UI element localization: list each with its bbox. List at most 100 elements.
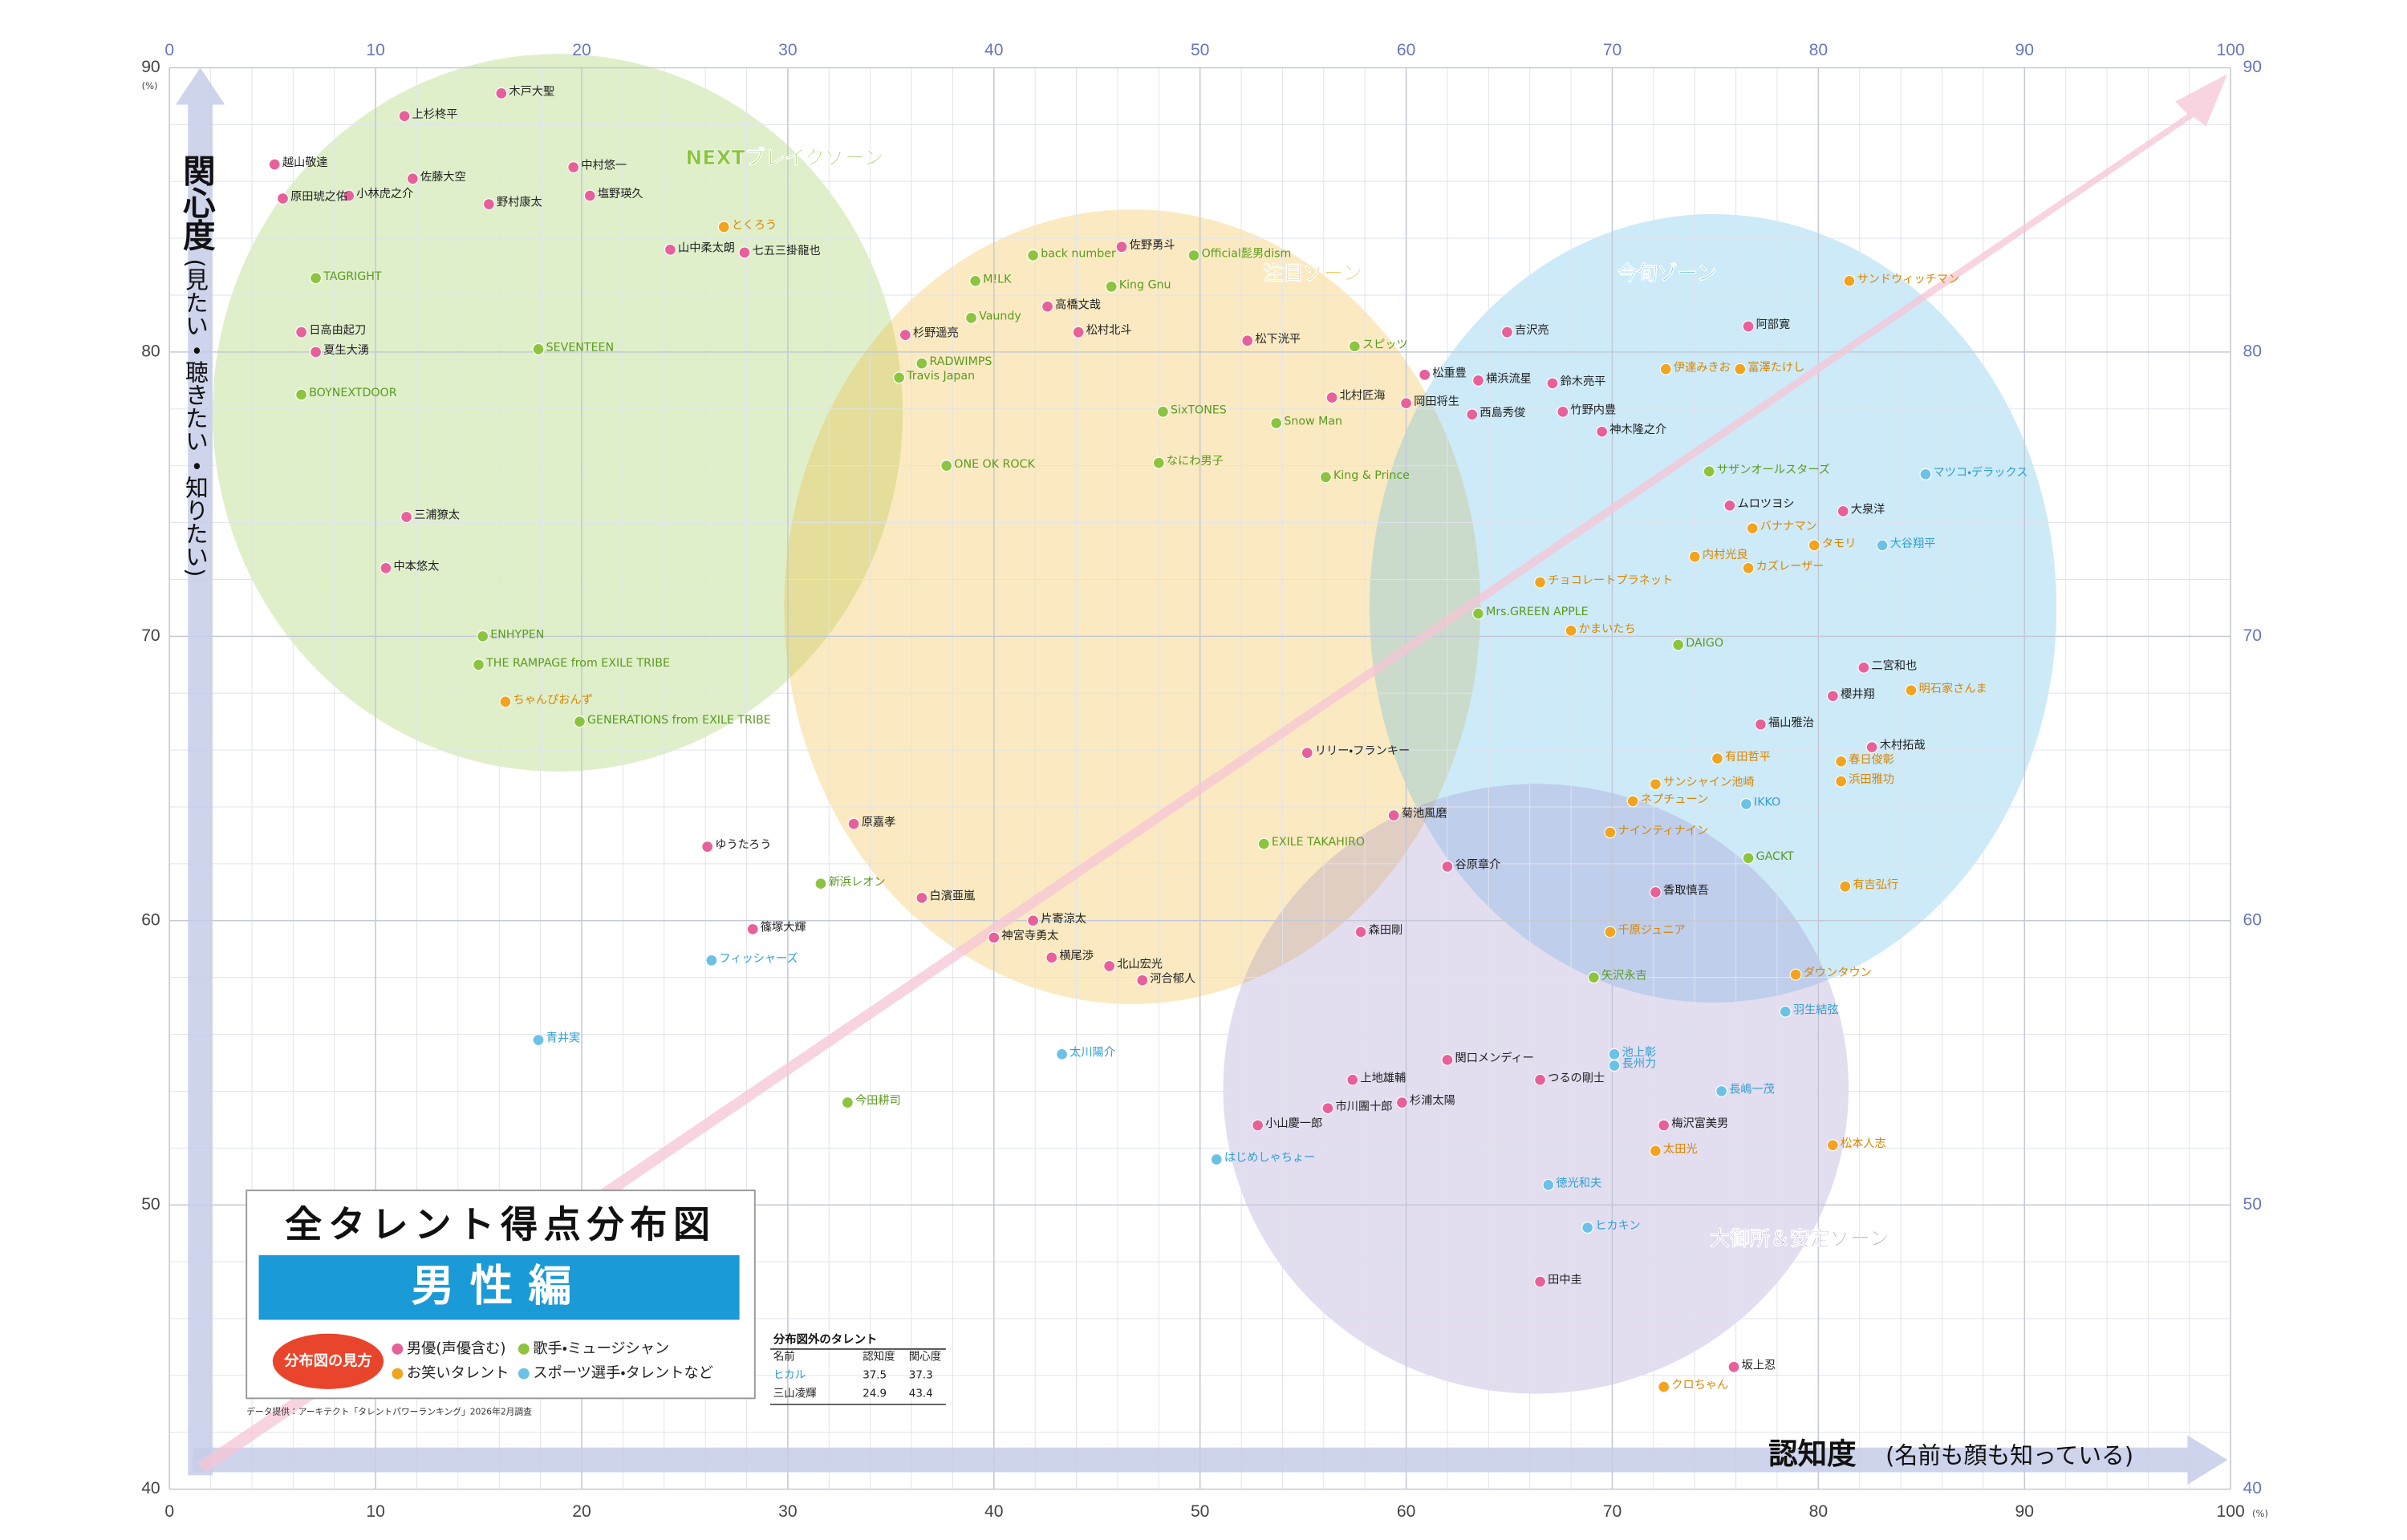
legend-heading-bg [272,1333,384,1389]
point-label: リリー・フランキー [1315,745,1410,758]
point [1466,408,1479,421]
point-label: 太川陽介 [1070,1046,1115,1059]
point-label: IKKO [1754,796,1780,809]
point-label: 松下洸平 [1255,333,1301,346]
point-label: SixTONES [1171,403,1227,416]
point-label: 浜田雅功 [1849,773,1894,786]
point-label: 阿部寛 [1756,318,1791,331]
point [1739,797,1752,810]
point [915,891,928,904]
point [1754,718,1767,731]
point-label: 杉野遥亮 [913,326,959,340]
point [1115,241,1128,253]
x-tick-label: 20 [572,1502,591,1521]
point-label: なにわ男子 [1167,455,1224,468]
x-tick-label: 0 [164,1502,174,1521]
y-tick-label-right: 50 [2243,1195,2262,1214]
point [1857,661,1870,674]
point-label: 長州力 [1622,1058,1657,1071]
point [1658,1119,1670,1132]
point [1441,1053,1454,1066]
point [988,931,1001,944]
point [532,342,545,355]
y-unit: (%) [142,80,158,91]
diagonal-arrow [197,74,2228,1473]
point-label: ENHYPEN [490,628,544,641]
x-axis-title: 認知度 [1768,1437,1857,1471]
point-label: 木村拓哉 [1880,740,1926,752]
zone-label: 大御所＆安定ゾーン [1710,1227,1889,1250]
point-label: 松本人志 [1841,1137,1886,1150]
point [1587,971,1600,984]
point [1321,1102,1334,1115]
point-label: 河合郁人 [1150,972,1195,985]
point-label: 二宮和也 [1871,659,1917,672]
point-label: 三浦獠太 [414,509,460,522]
point [1626,795,1639,808]
x-tick-label: 40 [984,1502,1003,1521]
point [701,841,714,853]
point [1608,1048,1621,1060]
point [1156,405,1169,418]
point [1604,826,1617,839]
point [1400,397,1413,410]
point-label: ナインティナイン [1618,825,1709,837]
point [1472,607,1484,620]
point [1742,561,1755,574]
y-tick-label-right: 70 [2243,626,2262,645]
point-label: 田中圭 [1548,1274,1582,1287]
point-label: 北村匠海 [1340,390,1386,403]
table-cell: 43.4 [909,1388,933,1400]
point [841,1096,854,1109]
point-label: カズレーザー [1756,560,1825,573]
point [1542,1178,1555,1191]
table-header: 認知度 [863,1350,895,1364]
point [1919,468,1932,480]
point-label: 青井実 [546,1032,581,1045]
x-tick-label: 90 [2015,1502,2034,1521]
point-label: SEVENTEEN [546,341,614,354]
point [1779,1005,1792,1018]
point [1727,1360,1740,1373]
point-label: 木戸大聖 [509,85,554,98]
point-label: 長嶋一茂 [1729,1083,1775,1096]
point [1354,926,1367,938]
ticks: 0010102020303040405050606070708080909010… [141,41,2262,1521]
point [473,659,485,671]
point-label: 篠塚大輝 [761,920,806,934]
point-label: 櫻井翔 [1841,687,1875,701]
point-label: 明石家さんま [1919,682,1987,695]
point-label: 吉沢亮 [1515,323,1549,337]
point [1557,405,1569,418]
point-label: 横尾渉 [1059,950,1094,962]
point-label: マツコ・デラックス [1934,465,2028,479]
point-label: 大泉洋 [1851,502,1885,516]
zone [1223,784,1849,1394]
point-label: クロちゃん [1671,1379,1728,1392]
point [295,326,308,338]
point-label: ネプチューン [1641,793,1708,806]
source-note: データ提供：アーキテクト「タレントパワーランキング」2026年2月調査 [246,1407,532,1417]
x-tick-label-top: 90 [2015,41,2034,59]
x-tick-label-top: 80 [1809,41,1828,59]
point [1441,860,1454,873]
zones [212,54,2057,1394]
point [1152,456,1165,469]
legend-heading: 分布図の見方 [283,1352,371,1369]
point [1534,1275,1547,1288]
point [738,246,751,259]
point [1835,775,1848,788]
point [814,877,827,890]
point-label: ダウンタウン [1804,967,1872,979]
x-tick-label-top: 30 [778,41,797,59]
point-label: 太田光 [1663,1143,1698,1156]
point [1045,951,1058,964]
x-tick-label-top: 10 [366,41,384,59]
y-tick-label: 70 [141,626,160,645]
x-tick-label: 50 [1191,1502,1209,1521]
point [1835,755,1848,768]
point-label: 西島秀俊 [1480,407,1525,419]
